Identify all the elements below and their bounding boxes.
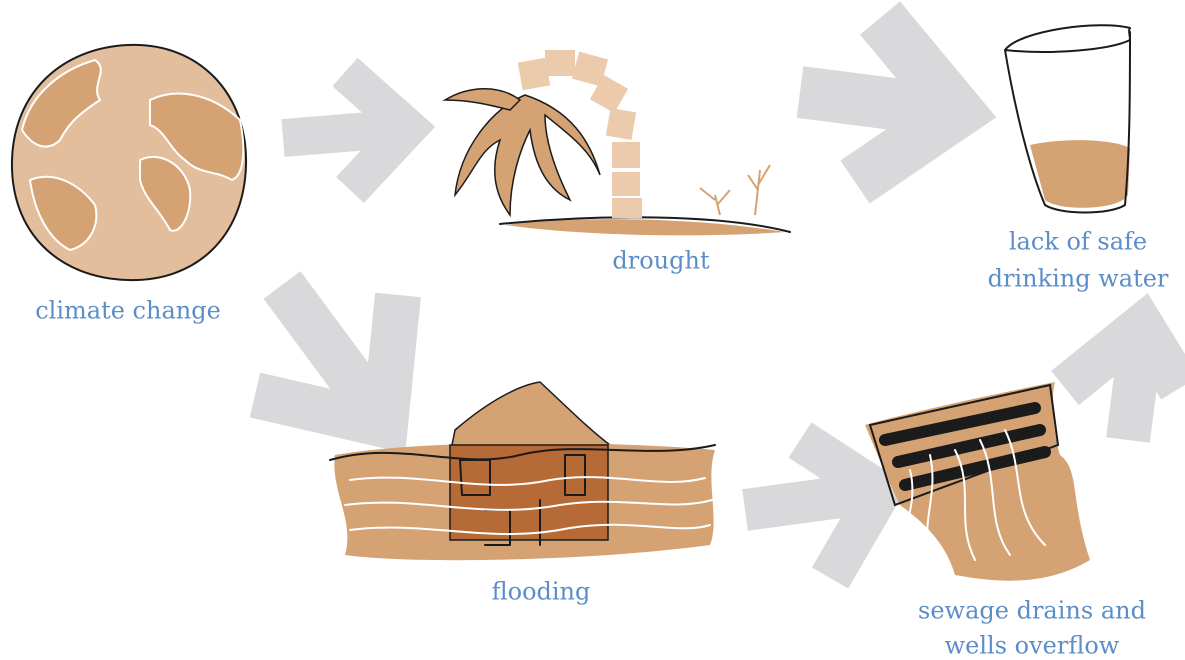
leaves — [455, 95, 600, 215]
page: climate change drought lack of safe drin… — [0, 0, 1185, 660]
globe-illustration — [12, 45, 246, 280]
arrow — [283, 72, 408, 190]
drought-illustration — [445, 50, 790, 235]
arrow — [1065, 326, 1180, 440]
ground — [505, 219, 785, 235]
node-label: climate change — [35, 297, 221, 325]
leaves — [445, 89, 520, 110]
arrow — [745, 440, 880, 578]
water — [1030, 140, 1130, 208]
arrow — [255, 285, 398, 425]
node-label: drought — [612, 247, 710, 275]
node-label: lack of safe — [1009, 228, 1147, 256]
water-glass-illustration — [1005, 25, 1130, 212]
drain-flood — [865, 382, 1090, 581]
diagram: climate change drought lack of safe drin… — [0, 0, 1185, 660]
node-label: drinking water — [988, 265, 1169, 293]
node-label: sewage drains and — [918, 597, 1146, 625]
dry-grass — [700, 165, 770, 215]
sewage-illustration — [865, 382, 1090, 581]
node-label: wells overflow — [945, 632, 1120, 660]
arrow — [800, 18, 958, 182]
node-label: flooding — [492, 578, 591, 606]
